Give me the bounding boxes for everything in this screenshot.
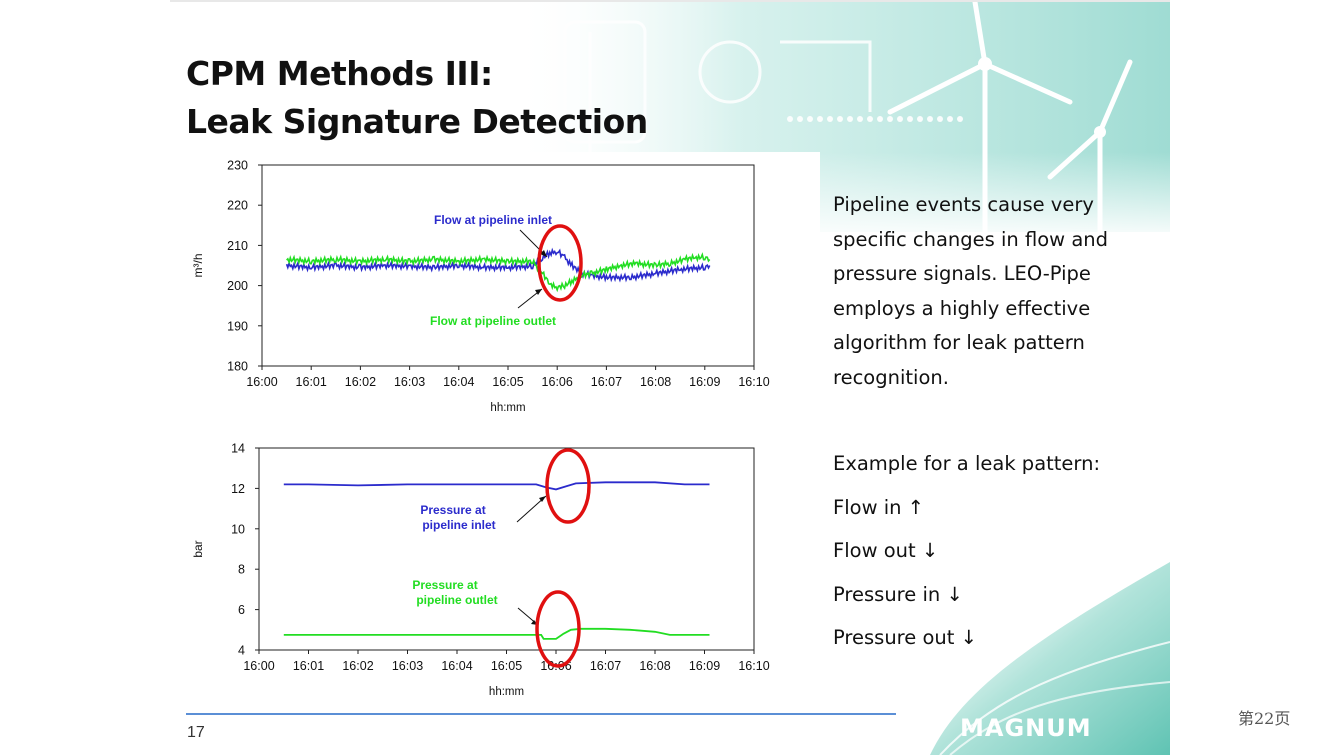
x-axis-label: hh:mm: [490, 402, 525, 414]
x-tick-label: 16:08: [639, 659, 670, 673]
slide-title: CPM Methods III: Leak Signature Detectio…: [186, 50, 648, 146]
plot-area-2: [258, 447, 755, 651]
leak-highlight-pressure-inlet: [545, 448, 591, 524]
y-tick-label: 10: [231, 522, 245, 536]
y-axis-label: m³/h: [191, 254, 205, 278]
annotation-arrowhead-pressure-inlet: [539, 496, 546, 502]
y-tick-label: 220: [227, 199, 248, 213]
y-tick-label: 210: [227, 239, 248, 253]
annotation-arrowhead-flow-inlet: [540, 250, 547, 257]
annotation-pressure-outlet-line1: Pressure at: [412, 578, 477, 592]
x-tick-label: 16:02: [342, 659, 373, 673]
example-heading: Example for a leak pattern:: [833, 452, 1101, 475]
x-tick-label: 16:07: [590, 659, 621, 673]
chart-panel: 180 190 200 210 220 230 16:00 16:01 16:02 16:03 16…: [180, 152, 820, 712]
title-line-1: CPM Methods III:: [186, 54, 493, 93]
y-tick-label: 6: [238, 603, 245, 617]
example-flow-in: Flow in ↑: [833, 495, 925, 519]
annotation-pressure-inlet-line2: pipeline inlet: [422, 518, 495, 532]
annotation-pressure-outlet-line2: pipeline outlet: [416, 593, 497, 607]
x-tick-label: 16:04: [441, 659, 472, 673]
x-tick-label: 16:10: [738, 659, 769, 673]
series-line-outlet: [283, 627, 710, 640]
annotation-arrowhead-flow-outlet: [535, 289, 542, 295]
magnum-logo: MAGNUM: [960, 714, 1092, 742]
viewer-page-label: 第22页: [1238, 709, 1291, 728]
example-flow-out: Flow out ↓: [833, 539, 939, 562]
annotation-flow-outlet: Flow at pipeline outlet: [430, 314, 556, 328]
y-tick-label: 200: [227, 279, 248, 293]
x-tick-label: 16:08: [640, 375, 671, 389]
annotation-flow-inlet: Flow at pipeline inlet: [434, 213, 552, 227]
x-tick-label: 16:05: [492, 375, 523, 389]
charts-svg: 180 190 200 210 220 230 16:00 16:01 16:02 16:03 16…: [191, 159, 770, 699]
x-tick-label: 16:01: [293, 659, 324, 673]
leak-highlight-flow: [537, 224, 583, 302]
series-line-inlet: [285, 247, 711, 283]
x-tick-label: 16:00: [246, 375, 277, 389]
y-tick-label: 4: [238, 644, 245, 658]
x-tick-label: 16:03: [394, 375, 425, 389]
series-line-outlet: [286, 252, 711, 293]
y-axis-label: bar: [191, 540, 205, 557]
x-tick-label: 16:04: [443, 375, 474, 389]
x-tick-label: 16:01: [296, 375, 327, 389]
y-tick-label: 14: [231, 442, 245, 456]
plot-area-1: [261, 164, 755, 367]
leak-pattern-example: Example for a leak pattern: Flow in ↑ Fl…: [833, 448, 1100, 666]
footer-divider: [186, 713, 896, 715]
x-tick-label: 16:06: [542, 375, 573, 389]
example-pressure-in: Pressure in ↓: [833, 582, 963, 606]
leak-highlight-pressure-outlet: [535, 590, 581, 668]
slide-page-number: 17: [187, 724, 205, 741]
y-tick-label: 12: [231, 482, 245, 496]
description-text: Pipeline events cause very specific chan…: [833, 193, 1109, 389]
annotation-pressure-inlet-line1: Pressure at: [420, 503, 485, 517]
x-tick-label: 16:09: [689, 375, 720, 389]
x-axis-label: hh:mm: [489, 686, 524, 698]
x-tick-label: 16:02: [345, 375, 376, 389]
x-tick-label: 16:10: [738, 375, 769, 389]
y-tick-label: 190: [227, 319, 248, 333]
slide: CPM Methods III: Leak Signature Detectio…: [170, 0, 1170, 755]
y-tick-label: 8: [238, 563, 245, 577]
example-pressure-out: Pressure out ↓: [833, 626, 977, 649]
title-line-2: Leak Signature Detection: [186, 102, 648, 141]
x-tick-label: 16:09: [689, 659, 720, 673]
x-tick-label: 16:07: [591, 375, 622, 389]
x-tick-label: 16:03: [392, 659, 423, 673]
x-tick-label: 16:05: [491, 659, 522, 673]
y-tick-label: 180: [227, 360, 248, 374]
y-tick-label: 230: [227, 159, 248, 173]
x-tick-label: 16:00: [243, 659, 274, 673]
